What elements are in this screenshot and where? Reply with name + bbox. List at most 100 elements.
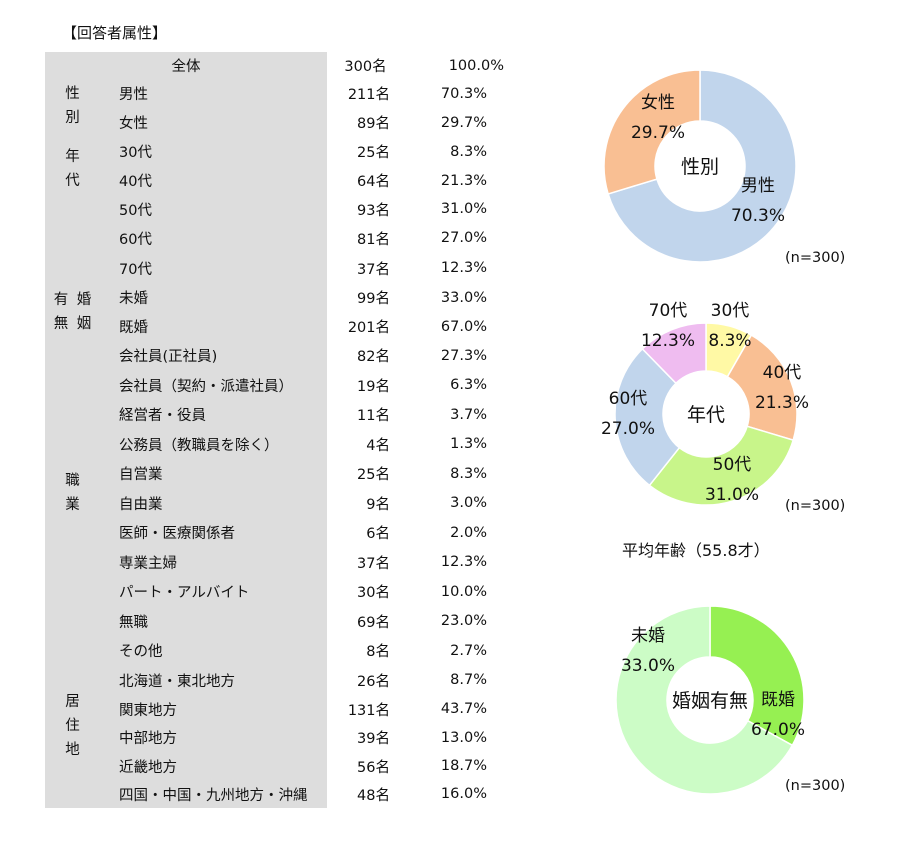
group-label: 性 別 <box>45 79 102 137</box>
group-label: 有 婚 無 姻 <box>45 283 102 341</box>
row-label: 70代 <box>102 253 327 283</box>
slice-value-label: 29.7% <box>631 123 685 143</box>
row-label: 30代 <box>102 137 327 166</box>
row-label: 会社員（契約・派遣社員） <box>102 370 327 400</box>
donut-slice <box>641 322 707 385</box>
table-row: 有 婚 無 姻未婚 99名 33.0% <box>45 283 504 341</box>
donut-chart: 婚姻有無 未婚 33.0% 既婚 67.0% <box>615 605 805 795</box>
row-percent: 33.0% <box>440 289 487 306</box>
row-percent: 8.3% <box>450 465 487 482</box>
group-label: 居 住 地 <box>45 665 102 808</box>
slice-category-label: 30代 <box>711 301 750 321</box>
row-percent: 16.0% <box>440 786 487 802</box>
row-percent: 18.7% <box>440 758 487 774</box>
table-header-row: 全体 300名 100.0% <box>45 52 504 79</box>
row-label: 60代 <box>102 223 327 253</box>
row-label: 中部地方 <box>102 723 327 752</box>
row-percent: 29.7% <box>440 114 487 131</box>
slice-value-label: 67.0% <box>751 720 805 740</box>
row-count: 25名 <box>357 145 390 161</box>
donut-slice <box>615 605 794 795</box>
row-count: 9名 <box>366 496 390 513</box>
row-count: 6名 <box>366 526 390 543</box>
row-percent: 27.0% <box>440 230 487 246</box>
row-count: 25名 <box>357 467 390 484</box>
row-percent: 67.0% <box>440 318 487 335</box>
row-label: 四国・中国・九州地方・沖縄 <box>102 780 327 808</box>
row-label: 近畿地方 <box>102 751 327 781</box>
row-label: 関東地方 <box>102 694 327 724</box>
row-percent: 31.0% <box>440 201 487 217</box>
table-row: その他 8名 2.7% <box>45 636 504 666</box>
slice-value-label: 70.3% <box>731 206 785 226</box>
slice-category-label: 女性 <box>641 93 675 113</box>
row-percent: 23.0% <box>440 613 487 630</box>
slice-value-label: 21.3% <box>755 393 809 413</box>
row-percent: 70.3% <box>440 85 487 102</box>
header-total-percent: 100.0% <box>448 57 504 74</box>
table-row: 公務員（教職員を除く） 4名 1.3% <box>45 429 504 459</box>
row-percent: 3.7% <box>450 406 487 423</box>
slice-category-label: 60代 <box>609 389 648 409</box>
row-count: 211名 <box>347 87 390 103</box>
row-percent: 8.3% <box>450 143 487 160</box>
row-percent: 43.7% <box>440 701 487 717</box>
table-row: 近畿地方 56名 18.7% <box>45 751 504 781</box>
row-label: 未婚 <box>102 283 327 312</box>
sample-size-note: (n=300) <box>785 498 846 514</box>
table-row: 無職 69名 23.0% <box>45 606 504 636</box>
slice-value-label: 12.3% <box>641 331 695 351</box>
slice-value-label: 27.0% <box>601 419 655 439</box>
row-percent: 8.7% <box>450 672 487 688</box>
page-title: 【回答者属性】 <box>62 24 168 42</box>
group-label: 職 業 <box>45 341 102 666</box>
header-total-label: 全体 <box>45 52 327 79</box>
table-row: 職 業会社員(正社員) 82名 27.3% <box>45 341 504 666</box>
row-label: 会社員(正社員) <box>102 341 327 371</box>
group-label: 年 代 <box>45 137 102 283</box>
row-label: 専業主婦 <box>102 547 327 577</box>
table-row: 自営業 25名 8.3% <box>45 459 504 489</box>
row-count: 64名 <box>357 174 390 190</box>
table-row: 40代 64名 21.3% <box>45 166 504 195</box>
row-percent: 13.0% <box>440 729 487 746</box>
row-percent: 12.3% <box>440 554 487 571</box>
table-row: 会社員（契約・派遣社員） 19名 6.3% <box>45 370 504 400</box>
row-percent: 6.3% <box>450 377 487 394</box>
sample-size-note: (n=300) <box>785 778 846 794</box>
table-row: 医師・医療関係者 6名 2.0% <box>45 518 504 548</box>
row-count: 99名 <box>357 291 390 307</box>
donut-slice <box>648 425 795 506</box>
slice-value-label: 31.0% <box>705 485 759 505</box>
row-count: 131名 <box>347 702 390 719</box>
donut-center-title: 婚姻有無 <box>672 690 748 712</box>
average-age-note: 平均年齢（55.8才） <box>622 541 770 560</box>
row-label: 医師・医療関係者 <box>102 518 327 548</box>
table-row: 関東地方 131名 43.7% <box>45 694 504 724</box>
row-count: 56名 <box>357 759 390 776</box>
slice-category-label: 未婚 <box>631 626 665 646</box>
row-label: 40代 <box>102 166 327 195</box>
row-label: 既婚 <box>102 312 327 341</box>
row-label: パート・アルバイト <box>102 577 327 607</box>
row-label: 公務員（教職員を除く） <box>102 429 327 459</box>
row-count: 37名 <box>357 555 390 572</box>
slice-category-label: 男性 <box>741 176 775 196</box>
donut-slice <box>614 347 681 487</box>
donut-center-title: 年代 <box>687 404 725 426</box>
row-count: 30名 <box>357 585 390 602</box>
donut-slice <box>603 69 701 195</box>
row-percent: 27.3% <box>440 347 487 364</box>
table-row: 自由業 9名 3.0% <box>45 488 504 518</box>
row-count: 82名 <box>357 349 390 366</box>
row-label: 経営者・役員 <box>102 400 327 430</box>
row-count: 69名 <box>357 614 390 631</box>
row-count: 37名 <box>357 261 390 278</box>
row-label: 北海道・東北地方 <box>102 665 327 695</box>
row-label: 女性 <box>102 108 327 137</box>
row-percent: 3.0% <box>450 495 487 512</box>
row-count: 93名 <box>357 202 390 219</box>
